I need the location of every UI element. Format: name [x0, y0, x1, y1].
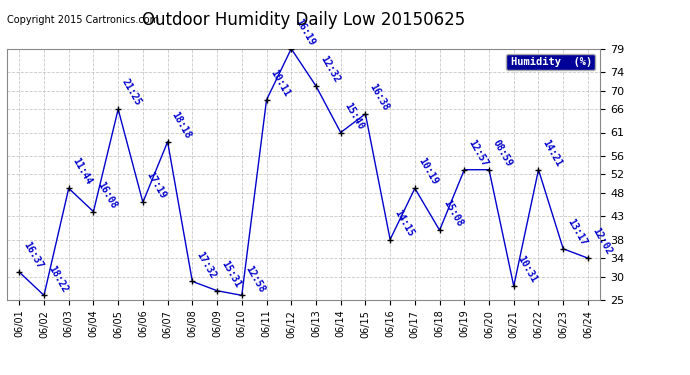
Text: 08:59: 08:59	[491, 138, 514, 168]
Text: 16:08: 16:08	[95, 180, 119, 210]
Text: 17:19: 17:19	[145, 171, 168, 201]
Text: 16:38: 16:38	[367, 82, 391, 112]
Text: 12:02: 12:02	[590, 226, 613, 257]
Text: 12:58: 12:58	[244, 264, 267, 294]
Text: 21:25: 21:25	[120, 77, 144, 108]
Text: 18:18: 18:18	[170, 110, 193, 140]
Text: 15:08: 15:08	[442, 198, 465, 229]
Text: 15:40: 15:40	[343, 100, 366, 131]
Text: 14:15: 14:15	[392, 208, 415, 238]
Text: 18:22: 18:22	[46, 264, 69, 294]
Text: 12:32: 12:32	[318, 54, 342, 85]
Text: Copyright 2015 Cartronics.com: Copyright 2015 Cartronics.com	[7, 15, 159, 25]
Legend: Humidity  (%): Humidity (%)	[506, 54, 595, 70]
Text: 12:57: 12:57	[466, 138, 490, 168]
Text: Outdoor Humidity Daily Low 20150625: Outdoor Humidity Daily Low 20150625	[142, 11, 465, 29]
Text: 10:11: 10:11	[268, 68, 292, 99]
Text: 17:32: 17:32	[195, 249, 217, 280]
Text: 10:19: 10:19	[417, 156, 440, 187]
Text: 11:44: 11:44	[70, 156, 94, 187]
Text: 10:31: 10:31	[515, 254, 539, 285]
Text: 15:31: 15:31	[219, 259, 242, 289]
Text: 16:37: 16:37	[21, 240, 45, 271]
Text: 13:17: 13:17	[565, 217, 589, 248]
Text: 14:21: 14:21	[540, 138, 564, 168]
Text: 16:19: 16:19	[293, 17, 317, 47]
